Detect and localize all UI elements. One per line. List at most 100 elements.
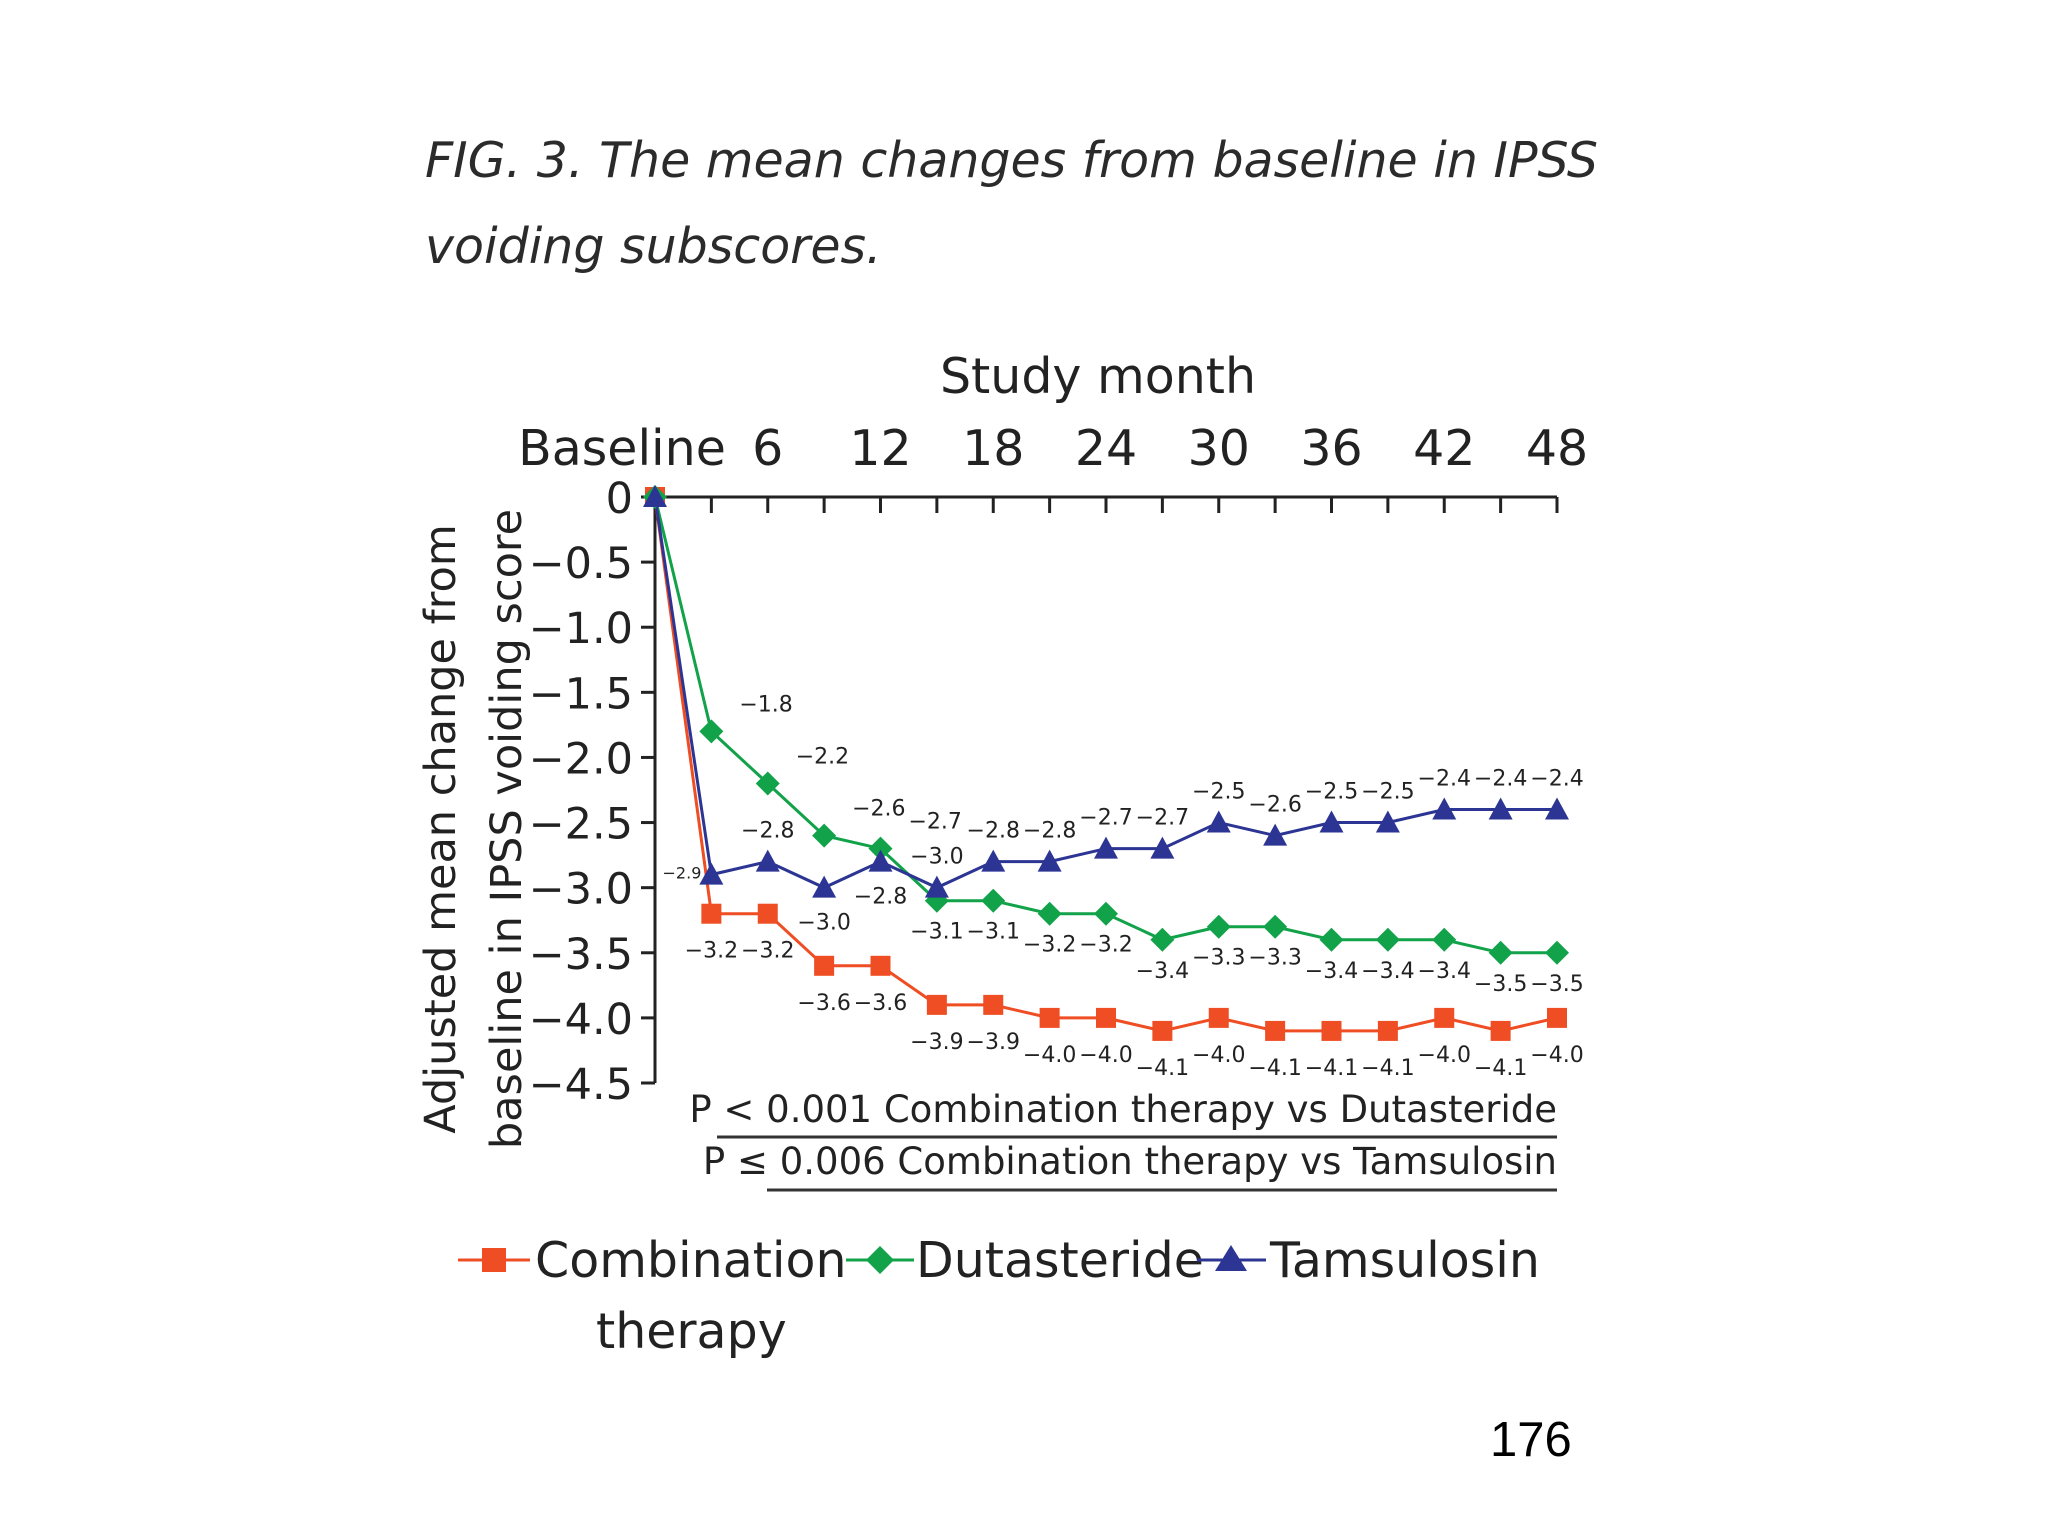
data-labels: −3.2 −3.2−3.6 −3.6−3.9 −3.9−4.0 −4.0−4.1−4.0… bbox=[663, 692, 1584, 1081]
data-label-combination: −3.6 bbox=[797, 991, 850, 1016]
data-label-combination: −3.2 bbox=[741, 939, 794, 964]
point-dutasteride bbox=[755, 771, 780, 796]
legend-item-dutasteride: Dutasteride bbox=[846, 1232, 1204, 1289]
y-tick-label: −2.0 bbox=[529, 734, 633, 784]
point-tamsulosin bbox=[643, 485, 667, 507]
data-label-combination: −4.0 bbox=[1418, 1043, 1471, 1068]
caption-line-2: voiding subscores. bbox=[425, 218, 882, 275]
y-axis-title: Adjusted mean change from baseline in IP… bbox=[416, 509, 532, 1149]
data-label-dutasteride: −2.6 bbox=[852, 797, 905, 822]
data-label-tamsulosin: −2.4 bbox=[1418, 767, 1471, 792]
y-tick-label: −0.5 bbox=[529, 539, 633, 589]
point-combination bbox=[1039, 1007, 1060, 1028]
legend-marker-dutasteride bbox=[866, 1246, 894, 1274]
point-tamsulosin bbox=[1545, 797, 1569, 820]
data-label-tamsulosin: −2.5 bbox=[1361, 780, 1414, 805]
legend-label-dutasteride: Dutasteride bbox=[916, 1232, 1204, 1289]
point-combination bbox=[1547, 1007, 1567, 1028]
x-tick-label: 12 bbox=[849, 420, 911, 477]
point-combination bbox=[983, 994, 1004, 1015]
data-label-dutasteride: −3.5 bbox=[1474, 972, 1527, 997]
data-label-combination: −4.1 bbox=[1136, 1056, 1189, 1081]
point-dutasteride bbox=[1319, 927, 1344, 952]
point-combination bbox=[926, 994, 947, 1015]
point-dutasteride bbox=[1037, 901, 1062, 926]
point-tamsulosin bbox=[924, 875, 949, 898]
point-combination bbox=[1265, 1020, 1286, 1041]
x-tick-label: 48 bbox=[1526, 420, 1588, 477]
data-label-tamsulosin: −2.5 bbox=[1192, 780, 1245, 805]
data-label-dutasteride: −2.7 bbox=[909, 810, 962, 835]
data-label-combination: −4.1 bbox=[1361, 1056, 1414, 1081]
data-label-combination: −4.0 bbox=[1023, 1043, 1076, 1068]
point-tamsulosin bbox=[1037, 849, 1062, 872]
data-label-dutasteride: −3.1 bbox=[910, 920, 963, 945]
caption-title: The mean changes from baseline in IPSS bbox=[599, 132, 1598, 189]
point-combination bbox=[1208, 1007, 1229, 1028]
caption-line-1: FIG. 3. The mean changes from baseline i… bbox=[425, 118, 1605, 204]
data-label-tamsulosin: −2.8 bbox=[1023, 819, 1076, 844]
legend-item-tamsulosin: Tamsulosin bbox=[1197, 1232, 1540, 1289]
data-label-dutasteride: −1.8 bbox=[739, 692, 792, 717]
data-label-combination: −4.0 bbox=[1530, 1043, 1583, 1068]
point-tamsulosin bbox=[981, 849, 1006, 872]
point-tamsulosin bbox=[699, 862, 724, 885]
data-label-dutasteride: −3.4 bbox=[1418, 959, 1471, 984]
data-label-tamsulosin: −2.7 bbox=[1079, 806, 1132, 831]
point-dutasteride bbox=[1488, 940, 1513, 965]
data-label-tamsulosin: −3.0 bbox=[797, 911, 850, 936]
point-dutasteride bbox=[1263, 914, 1288, 939]
y-tick-label: 0 bbox=[606, 474, 633, 524]
data-label-tamsulosin: −2.8 bbox=[854, 885, 907, 910]
data-label-tamsulosin: −2.5 bbox=[1305, 780, 1358, 805]
data-label-dutasteride: −3.1 bbox=[967, 920, 1020, 945]
data-label-combination: −4.1 bbox=[1248, 1056, 1301, 1081]
figure-caption: FIG. 3. The mean changes from baseline i… bbox=[425, 118, 1605, 290]
point-combination bbox=[757, 903, 778, 924]
y-tick-label: −3.0 bbox=[529, 865, 633, 915]
data-label-combination: −4.0 bbox=[1192, 1043, 1245, 1068]
y-tick-label: −3.5 bbox=[529, 930, 633, 980]
point-tamsulosin bbox=[1150, 836, 1175, 859]
data-label-tamsulosin: −2.4 bbox=[1474, 767, 1527, 792]
series-markers bbox=[643, 485, 1569, 1041]
data-label-tamsulosin: −2.6 bbox=[1248, 793, 1301, 818]
series-line-dutasteride bbox=[653, 496, 1557, 955]
annotation-vs-dutasteride: P < 0.001 Combination therapy vs Dutaste… bbox=[689, 1088, 1557, 1131]
legend-item-combination: Combination therapy bbox=[458, 1232, 847, 1360]
point-dutasteride bbox=[1206, 914, 1231, 939]
x-tick-label: 18 bbox=[962, 420, 1024, 477]
data-label-tamsulosin: −2.7 bbox=[1136, 806, 1189, 831]
legend-marker-combination bbox=[482, 1248, 506, 1272]
x-tick-label: Baseline bbox=[518, 420, 726, 477]
point-tamsulosin bbox=[1432, 797, 1457, 820]
point-combination bbox=[870, 955, 891, 976]
point-dutasteride bbox=[981, 888, 1006, 913]
point-combination bbox=[1434, 1007, 1455, 1028]
data-label-dutasteride: −3.3 bbox=[1248, 946, 1301, 971]
x-tick-label: 36 bbox=[1300, 420, 1362, 477]
data-label-dutasteride: −3.4 bbox=[1136, 959, 1189, 984]
figure-number: FIG. 3. bbox=[425, 132, 584, 189]
data-label-dutasteride: −3.2 bbox=[1079, 933, 1132, 958]
data-label-combination: −4.1 bbox=[1474, 1056, 1527, 1081]
page-number: 176 bbox=[1490, 1413, 1572, 1467]
y-tick-labels: 0 −0.5 −1.0 −1.5 −2.0 −2.5 −3.0 −3.5 −4.0 −4.5 bbox=[529, 474, 633, 1110]
data-label-dutasteride: −3.3 bbox=[1192, 946, 1245, 971]
point-tamsulosin bbox=[1319, 810, 1344, 833]
y-tick-label: −4.0 bbox=[529, 995, 633, 1045]
legend-label-combination: Combination bbox=[535, 1232, 847, 1289]
data-label-combination: −3.9 bbox=[910, 1030, 963, 1055]
x-tick-label: 30 bbox=[1188, 420, 1250, 477]
data-label-dutasteride: −2.2 bbox=[796, 744, 849, 769]
data-label-combination: −3.9 bbox=[967, 1030, 1020, 1055]
data-label-combination: −3.6 bbox=[854, 991, 907, 1016]
point-dutasteride bbox=[1375, 927, 1400, 952]
y-tick-label: −2.5 bbox=[529, 800, 633, 850]
point-tamsulosin bbox=[1263, 823, 1288, 846]
point-tamsulosin bbox=[1206, 810, 1231, 833]
y-axis-title-line-2: baseline in IPSS voiding score bbox=[482, 509, 532, 1149]
point-dutasteride bbox=[1094, 901, 1118, 926]
legend-label-combination-line-2: therapy bbox=[596, 1303, 787, 1360]
